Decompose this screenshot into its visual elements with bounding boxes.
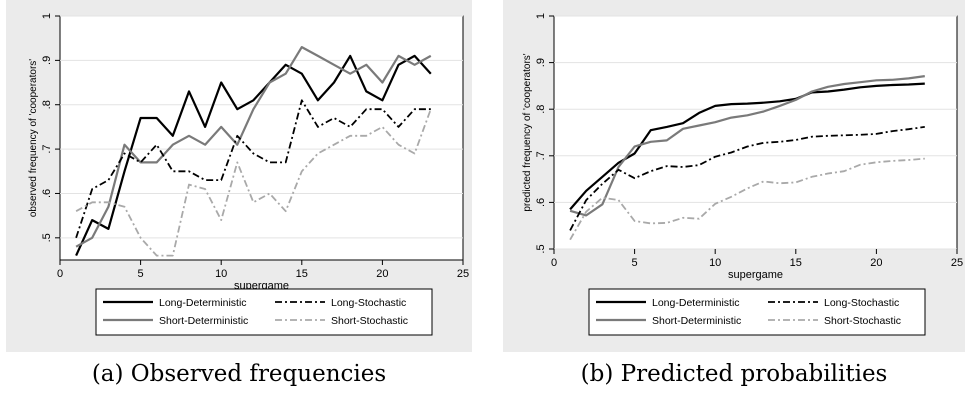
y-tick-label: .7: [535, 151, 547, 160]
y-tick-label: .5: [41, 233, 53, 242]
x-tick-label: 10: [709, 257, 721, 269]
legend-box: [95, 288, 433, 336]
x-tick-label: 20: [376, 268, 388, 280]
y-tick-label: .7: [41, 144, 53, 153]
legend-label: Long-Stochastic: [824, 297, 899, 309]
x-tick-label: 25: [951, 257, 963, 269]
legend-label: Long-Stochastic: [331, 297, 406, 309]
series-line-short-deterministic: [569, 75, 925, 217]
chart-predicted: .5.6.7.8.910 5 10 15 20 25supergamepredicted …: [522, 13, 963, 336]
x-tick-label: 5: [138, 268, 144, 280]
legend-label: Short-Stochastic: [331, 315, 408, 327]
x-tick-label: 0: [57, 268, 63, 280]
y-tick-label: 1: [535, 13, 547, 19]
caption-observed: (a) Observed frequencies: [91, 361, 387, 387]
y-tick-label: .9: [41, 56, 53, 65]
y-axis-label: predicted frequency of 'cooperators': [522, 53, 533, 211]
x-tick-label: 10: [215, 268, 227, 280]
y-tick-label: .8: [535, 105, 547, 114]
panel-observed: .5.6.7.8.9 1 0 5 10 15 20 25 supergame observed f…: [6, 0, 472, 352]
legend-label: Long-Deterministic: [652, 297, 740, 309]
y-tick-label: .6: [41, 189, 53, 198]
plot-area: [59, 15, 464, 261]
y-tick-label: .9: [535, 58, 547, 67]
y-tick-label: 1: [41, 13, 53, 19]
caption-predicted: (b) Predicted probabilities: [580, 361, 888, 387]
x-tick-label: 20: [870, 257, 882, 269]
plot-area: [553, 15, 958, 250]
x-tick-label: 0: [551, 257, 557, 269]
legend-box: [588, 288, 926, 336]
x-tick-label: 15: [296, 268, 308, 280]
series-line-long-deterministic: [569, 82, 925, 211]
series-line-long-deterministic: [75, 54, 432, 257]
panel-predicted: .5.6.7.8.9 1 0 5 10 15 20 25 supergame predicted …: [503, 0, 965, 352]
x-tick-label: 5: [632, 257, 638, 269]
legend-label: Long-Deterministic: [159, 297, 247, 309]
y-tick-label: .5: [535, 244, 547, 253]
x-tick-label: 15: [790, 257, 802, 269]
x-axis-label: supergame: [728, 269, 783, 281]
legend-label: Short-Stochastic: [824, 315, 901, 327]
legend-label: Short-Deterministic: [159, 315, 248, 327]
y-axis-label: observed frequency of 'cooperators': [28, 59, 39, 217]
series-line-long-stochastic: [75, 99, 431, 239]
series-line-long-stochastic: [569, 126, 925, 231]
y-tick-label: .6: [535, 198, 547, 207]
series-line-short-deterministic: [75, 45, 432, 248]
legend-label: Short-Deterministic: [652, 315, 741, 327]
x-tick-label: 25: [457, 268, 469, 280]
y-tick-label: .8: [41, 100, 53, 109]
